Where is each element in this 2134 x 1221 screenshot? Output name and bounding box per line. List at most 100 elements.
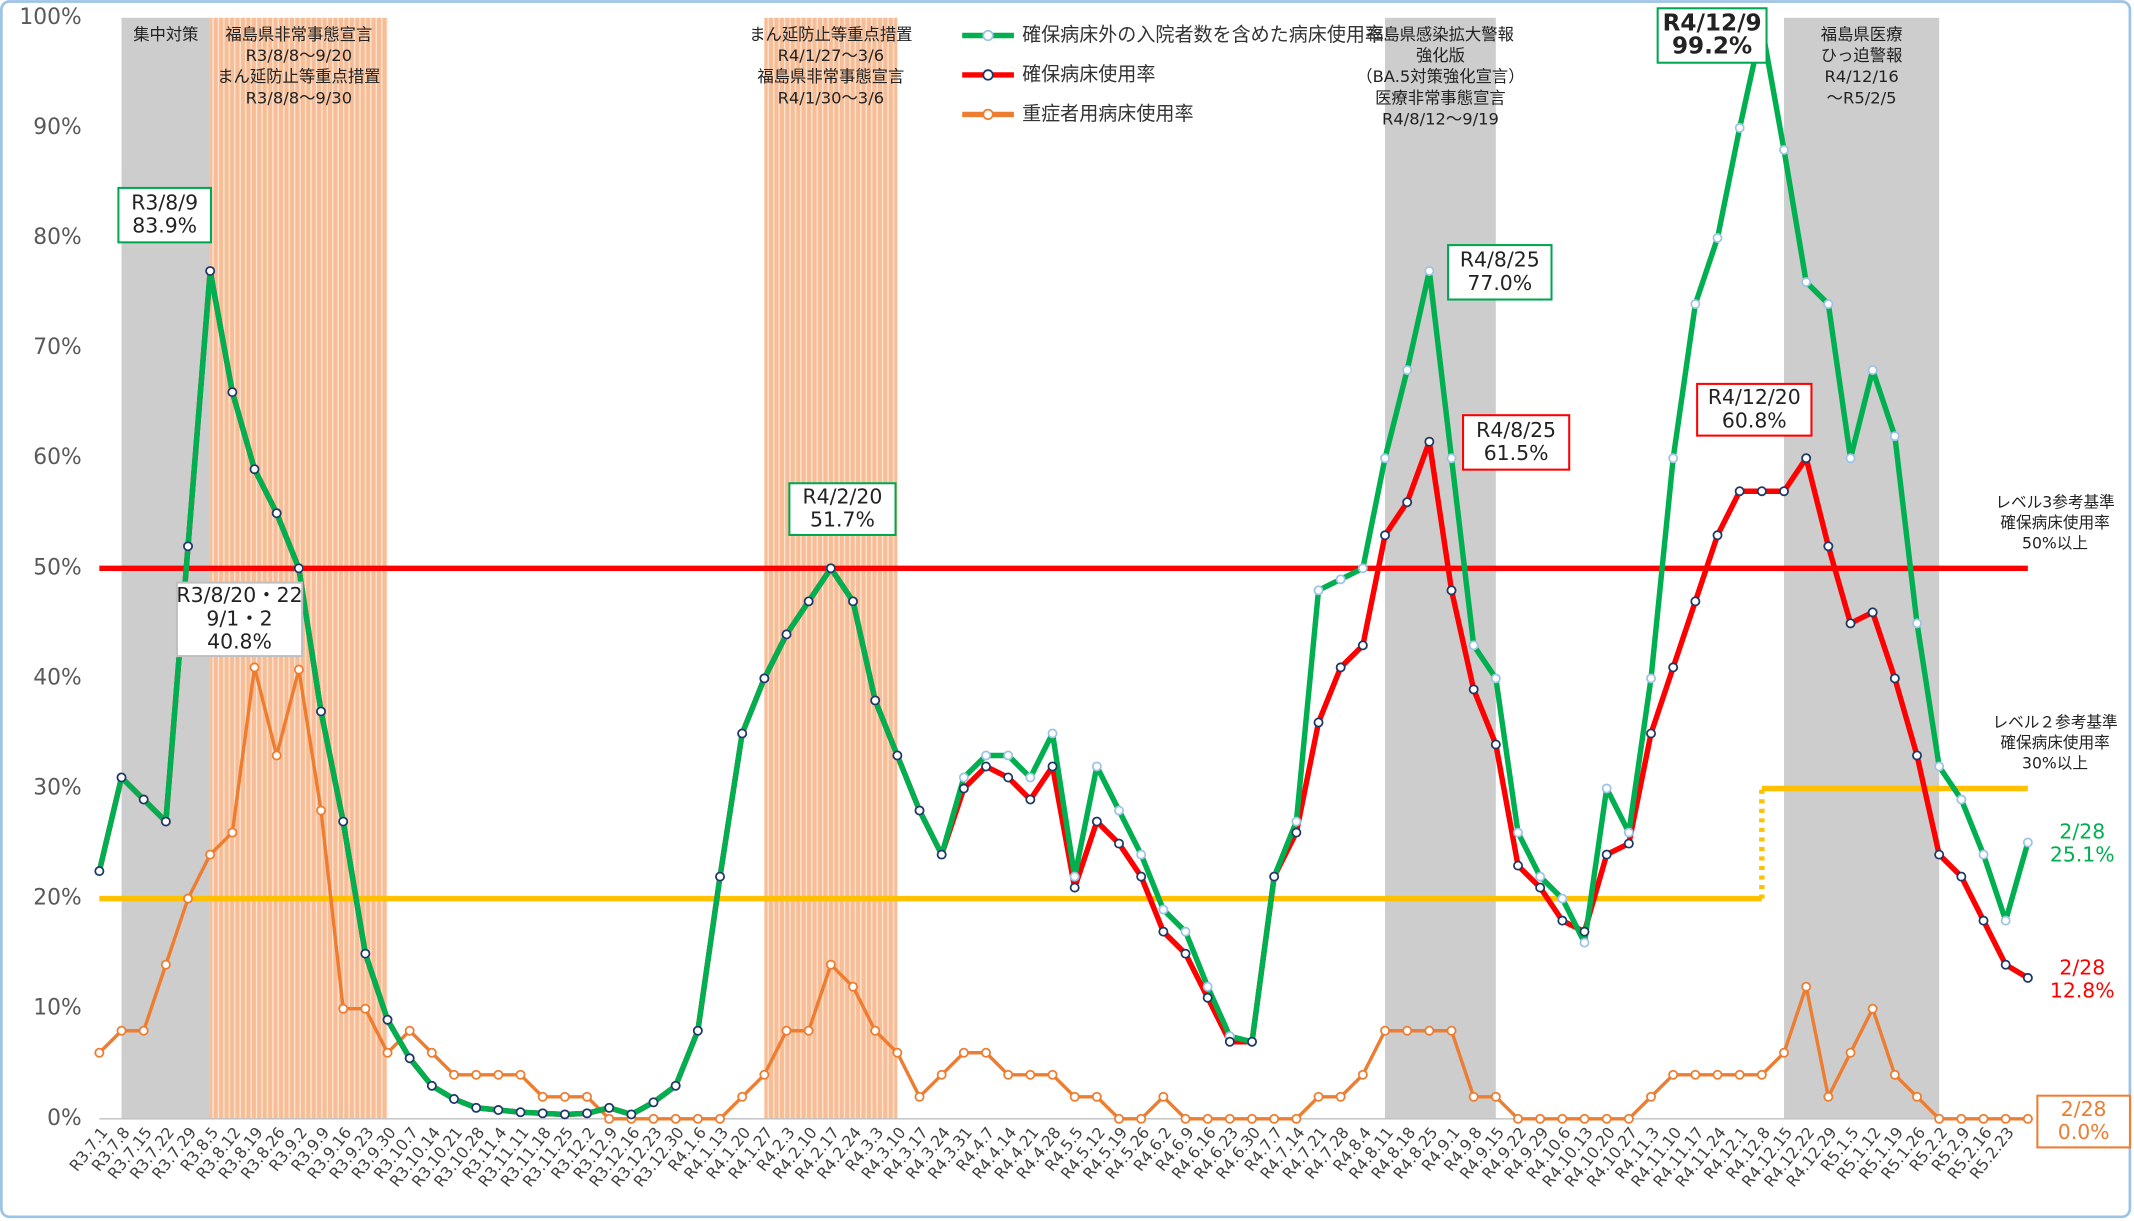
data-point (1490, 673, 1501, 684)
data-point (1335, 1091, 1346, 1102)
y-tick-label: 30% (33, 776, 81, 801)
data-point (1756, 486, 1767, 497)
data-point (1690, 299, 1701, 310)
data-point (1202, 981, 1213, 992)
data-point (870, 695, 881, 706)
data-point (1402, 1025, 1413, 1036)
data-point (892, 750, 903, 761)
data-point (293, 563, 304, 574)
annotation-text: 99.2% (1672, 34, 1752, 60)
data-point (1845, 1047, 1856, 1058)
data-point (1446, 1025, 1457, 1036)
data-point (692, 1113, 703, 1124)
data-point (382, 1047, 393, 1058)
data-point (316, 805, 326, 816)
annotation-text: 12.8% (2050, 979, 2115, 1003)
data-point (1424, 436, 1435, 447)
data-point (449, 1094, 459, 1104)
data-point (2000, 1113, 2011, 1124)
data-point (537, 1108, 548, 1119)
data-point (559, 1109, 570, 1120)
data-point (360, 948, 371, 959)
annotation-text: 40.8% (207, 629, 272, 653)
data-point (471, 1069, 482, 1080)
data-point (1535, 871, 1546, 882)
y-tick-label: 20% (33, 886, 81, 911)
data-point (870, 1025, 881, 1036)
data-point (1646, 728, 1656, 739)
period-label: R3/8/8～9/30 (246, 88, 353, 107)
data-point (670, 1113, 681, 1124)
data-point (981, 750, 991, 761)
data-point (1801, 277, 1812, 288)
data-point (1468, 684, 1479, 695)
data-point (1047, 761, 1058, 772)
data-point (1357, 1069, 1368, 1080)
data-point (1734, 122, 1745, 133)
annotation-text: R3/8/9 (131, 191, 198, 215)
data-point (1690, 596, 1701, 607)
y-tick-label: 50% (33, 555, 81, 580)
data-point (1513, 1113, 1523, 1124)
period-label: （BA.5対策強化宣言） (1356, 67, 1524, 86)
y-tick-label: 60% (33, 445, 81, 470)
period-label: 福島県非常事態宣言 (225, 25, 372, 44)
data-point (1601, 1113, 1612, 1124)
data-point (1091, 1091, 1102, 1102)
period-label: R4/1/30～3/6 (778, 88, 885, 107)
data-point (1335, 574, 1346, 585)
data-point (1224, 1036, 1235, 1047)
data-point (293, 664, 304, 675)
data-point (160, 959, 171, 970)
data-point (1579, 937, 1590, 948)
legend-label: 重症者用病床使用率 (1022, 103, 1193, 125)
annotation-text: 9/1・2 (206, 606, 272, 630)
annotation-text: R3/8/20・22 (176, 583, 302, 607)
annotation-text: 77.0% (1467, 271, 1532, 295)
data-point (2022, 1113, 2033, 1124)
data-point (515, 1107, 526, 1118)
data-point (936, 1069, 947, 1080)
data-point (1180, 926, 1191, 937)
data-point (670, 1080, 681, 1091)
data-point (1801, 981, 1812, 992)
data-point (1136, 849, 1147, 860)
legend-label: 確保病床使用率 (1022, 63, 1155, 85)
data-point (848, 596, 858, 607)
data-point (116, 1025, 127, 1036)
annotation-text: R4/12/9 (1663, 10, 1762, 36)
data-point (1934, 1113, 1945, 1124)
data-point (404, 1053, 415, 1064)
annotation-text: R4/8/25 (1460, 248, 1540, 272)
data-point (1313, 585, 1324, 596)
period-label: R4/8/12～9/19 (1382, 109, 1499, 128)
data-point (1912, 1091, 1922, 1102)
data-point (759, 673, 770, 684)
period-label: R3/8/8～9/20 (246, 46, 353, 65)
reference-label: 確保病床使用率 (2000, 733, 2110, 752)
data-point (1535, 882, 1546, 893)
data-point (1912, 750, 1922, 761)
data-point (1003, 1069, 1014, 1080)
data-point (382, 1014, 393, 1025)
data-point (1646, 1091, 1656, 1102)
legend-label: 確保病床外の入院者数を含めた病床使用率 (1022, 24, 1384, 46)
data-point (160, 816, 171, 827)
y-tick-label: 10% (33, 996, 81, 1021)
period-label: 福島県医療 (1821, 25, 1903, 44)
data-point (2022, 972, 2033, 983)
data-point (1845, 618, 1856, 629)
data-point (1712, 1069, 1723, 1080)
data-point (1912, 618, 1922, 629)
data-point (1867, 607, 1878, 618)
data-point (1424, 266, 1435, 277)
data-point (1202, 992, 1213, 1003)
y-tick-label: 100% (19, 5, 81, 30)
data-point (825, 959, 836, 970)
data-point (271, 508, 282, 519)
data-point (1402, 365, 1413, 376)
data-point (1202, 1113, 1213, 1124)
data-point (1978, 1113, 1989, 1124)
data-point (360, 1003, 371, 1014)
data-point (249, 464, 260, 475)
